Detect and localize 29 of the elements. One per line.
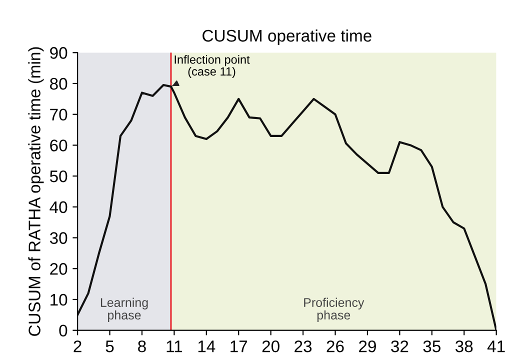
y-tick-label: 70 (50, 108, 68, 121)
chart-title: CUSUM operative time (202, 29, 372, 45)
y-tick-label: 20 (50, 263, 68, 275)
x-tick-label: 29 (359, 340, 376, 352)
y-tick-label: 80 (50, 78, 68, 90)
annotation: Inflection point (case 11) (174, 55, 250, 78)
x-tick-label: 32 (391, 340, 408, 352)
x-tick-label: 5 (106, 340, 114, 352)
x-tick-label: 38 (455, 340, 473, 352)
y-tick-label: 50 (50, 170, 68, 182)
band-label: Learning phase (100, 298, 148, 322)
x-tick-label: 23 (294, 340, 312, 352)
x-tick-label: 14 (198, 340, 216, 352)
x-tick-label: 2 (74, 340, 82, 352)
x-tick-label: 35 (423, 340, 440, 352)
y-tick-label: 40 (50, 201, 68, 214)
y-tick-label: 30 (50, 232, 68, 244)
y-tick-label: 0 (59, 324, 68, 337)
y-tick-label: 60 (50, 140, 68, 152)
x-tick-label: 8 (138, 340, 146, 352)
x-tick-label: 20 (262, 340, 280, 352)
y-axis-title: CUSUM of RATHA operative time (min) (28, 47, 44, 336)
x-tick-label: 11 (166, 340, 182, 352)
y-tick-label: 90 (50, 47, 68, 59)
y-tick-label: 10 (50, 294, 68, 306)
x-tick-label: 41 (487, 340, 505, 352)
x-tick-label: 26 (326, 340, 344, 352)
band-label: Proficiency phase (304, 298, 364, 322)
x-tick-label: 17 (230, 340, 248, 352)
